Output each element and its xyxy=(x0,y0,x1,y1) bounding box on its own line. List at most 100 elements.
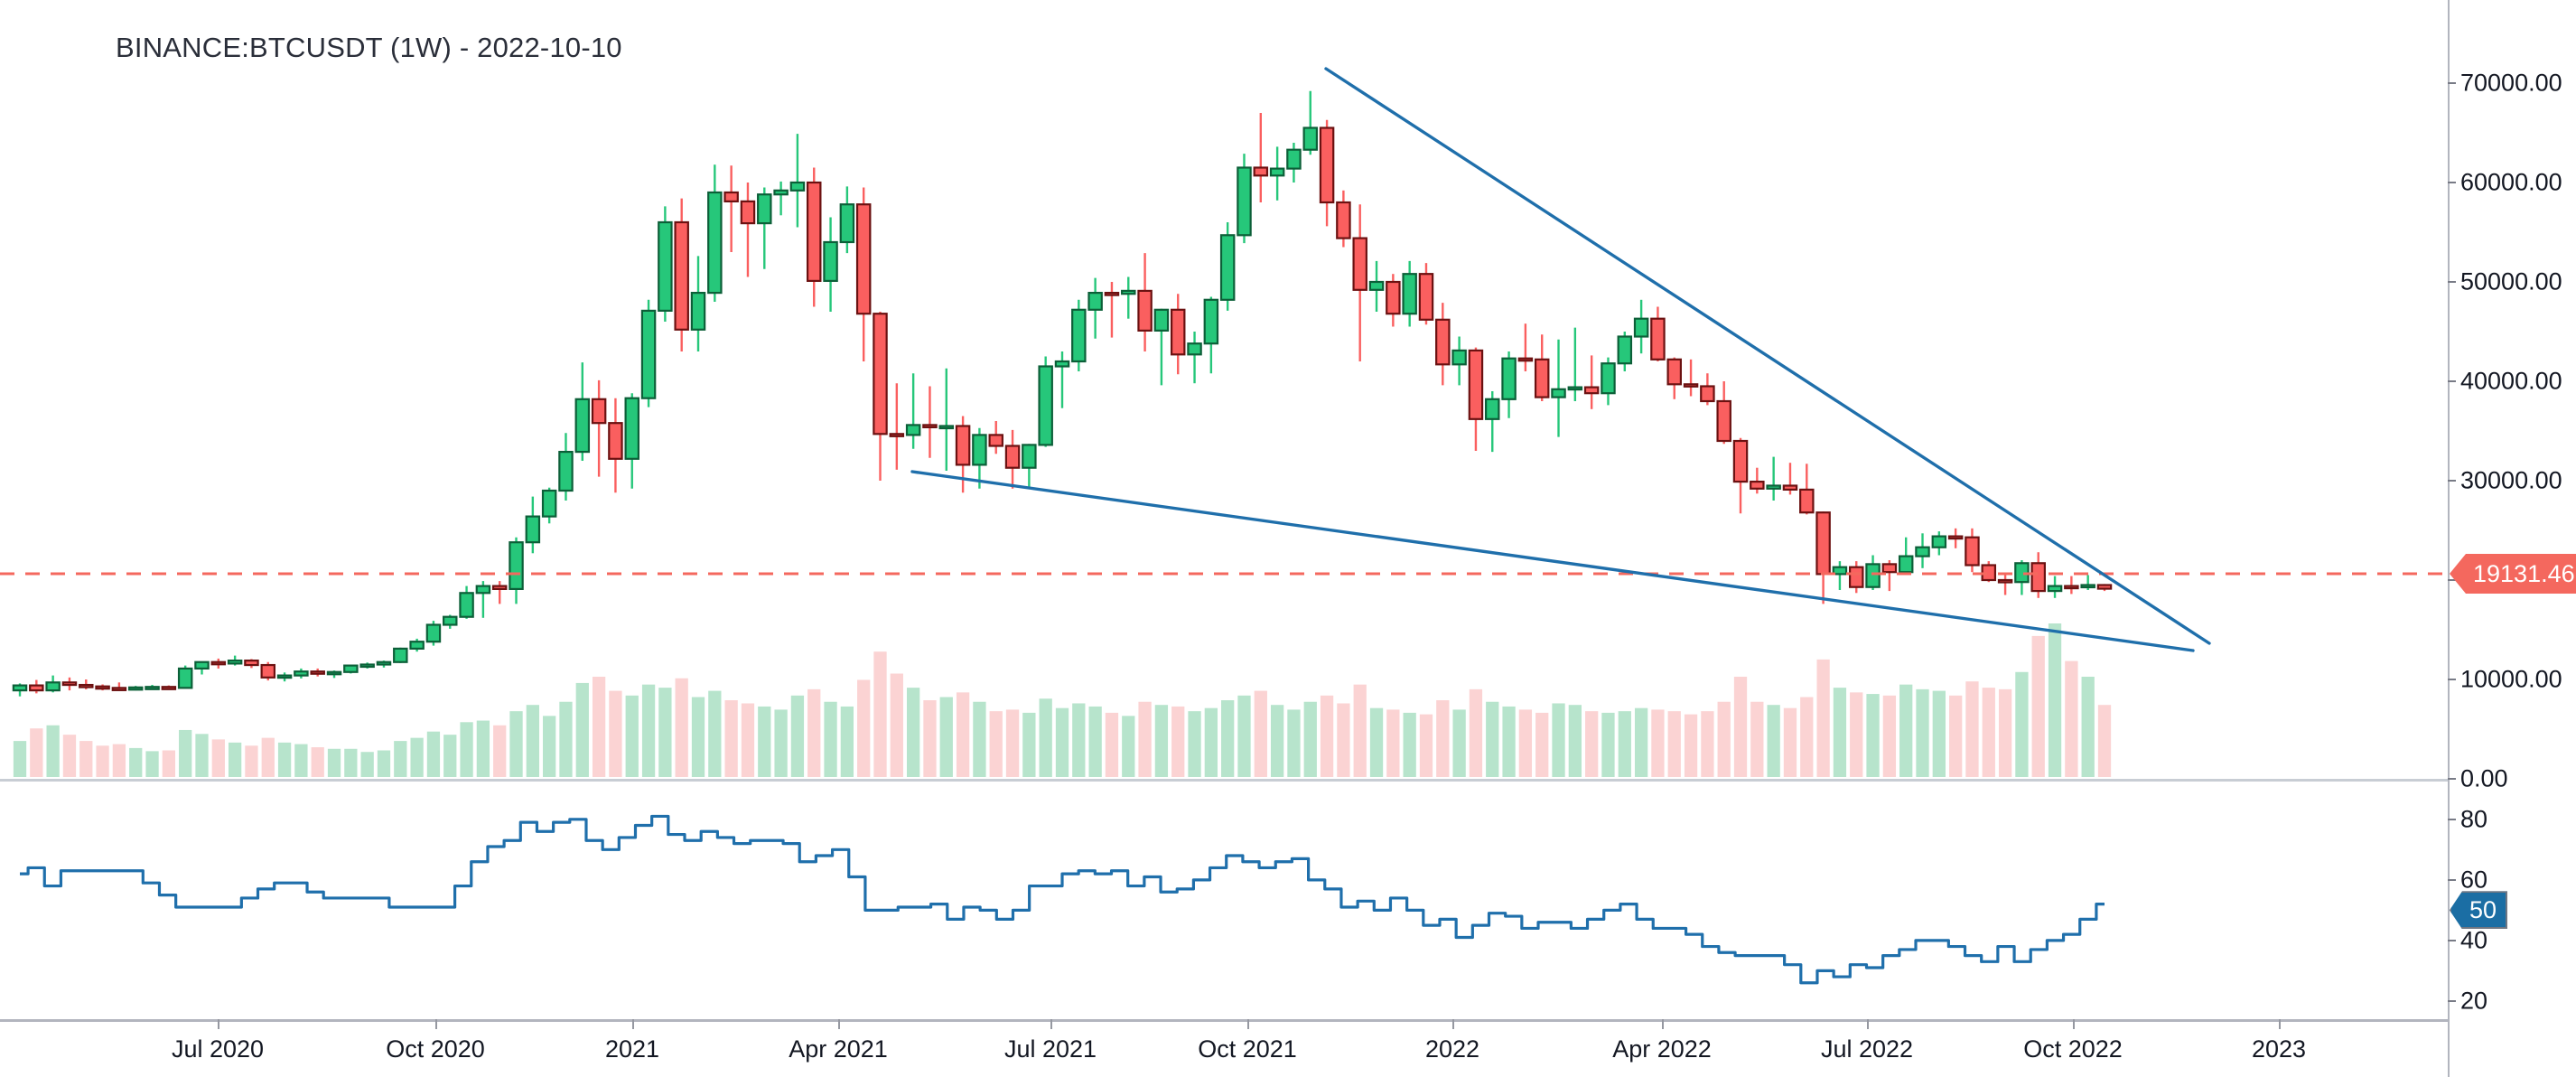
volume-bar xyxy=(1039,698,1052,777)
candle-body xyxy=(1121,289,1136,295)
price-axis-tick xyxy=(2448,281,2456,283)
volume-bar xyxy=(807,688,821,777)
candle-body xyxy=(12,684,28,692)
volume-bar xyxy=(923,700,937,777)
candle-body xyxy=(658,220,673,313)
volume-bar xyxy=(1022,712,1036,777)
price-axis-label: 10000.00 xyxy=(2460,665,2562,693)
volume-bar xyxy=(575,682,589,777)
volume-bar xyxy=(675,678,688,777)
rsi-value-badge[interactable]: 50 xyxy=(2450,891,2508,930)
volume-bar xyxy=(641,684,656,777)
volume-bar xyxy=(1436,700,1450,777)
candle-body xyxy=(1815,511,1831,576)
candle-body xyxy=(789,181,806,192)
chart-plot-area[interactable] xyxy=(0,0,2448,1077)
candle-body xyxy=(1517,357,1534,362)
volume-bar xyxy=(1005,709,1020,777)
candle-body xyxy=(343,664,359,673)
volume-bar xyxy=(1138,701,1152,777)
trendline-drawings[interactable] xyxy=(910,67,2211,652)
volume-bar xyxy=(989,711,1003,777)
volume-bar xyxy=(1452,709,1466,777)
candle-body xyxy=(1137,289,1153,332)
panel-separator xyxy=(0,779,2448,782)
candle-body xyxy=(1253,166,1269,177)
time-axis-tick xyxy=(838,1019,840,1029)
candle-body xyxy=(1650,317,1666,361)
time-axis-tick xyxy=(2073,1019,2075,1029)
candle-body xyxy=(95,685,110,690)
volume-bar xyxy=(1816,659,1830,777)
candle-body xyxy=(1551,388,1566,398)
price-axis-tick xyxy=(2448,380,2456,382)
rsi-axis-tick xyxy=(2448,878,2456,881)
volume-bar xyxy=(1701,711,1714,777)
volume-bar xyxy=(493,725,507,777)
candle-body xyxy=(757,193,772,225)
rsi-axis-label: 20 xyxy=(2460,987,2488,1015)
volume-bar xyxy=(30,728,43,777)
candle-body xyxy=(425,623,442,643)
candle-body xyxy=(541,489,557,518)
volume-bar xyxy=(973,701,986,777)
candle-body xyxy=(608,422,623,460)
time-axis-label: Oct 2021 xyxy=(1198,1035,1297,1063)
volume-bar xyxy=(443,735,457,777)
volume-bar xyxy=(1270,705,1284,777)
time-axis[interactable] xyxy=(0,1019,2448,1022)
candle-body xyxy=(111,687,127,691)
volume-bar xyxy=(79,741,93,777)
price-axis-label: 60000.00 xyxy=(2460,168,2562,196)
candle-body xyxy=(1203,298,1219,345)
volume-bar xyxy=(1585,711,1599,777)
time-axis-label: Jul 2021 xyxy=(1003,1035,1097,1063)
volume-bar xyxy=(1055,707,1069,777)
candle-body xyxy=(2080,584,2095,589)
candle-body xyxy=(127,686,144,691)
candle-body xyxy=(1617,335,1633,365)
candle-body xyxy=(29,684,44,692)
volume-bar xyxy=(1386,709,1400,777)
candle-body xyxy=(1666,358,1682,386)
volume-bar xyxy=(609,690,622,777)
candle-body xyxy=(1865,563,1881,588)
chart-canvas[interactable] xyxy=(0,0,2448,1077)
last-price-badge[interactable]: 19131.46 xyxy=(2450,554,2576,594)
candle-body xyxy=(690,292,706,331)
candle-body xyxy=(1451,349,1467,366)
volume-bar xyxy=(426,731,441,777)
descending-resistance[interactable] xyxy=(1324,67,2211,645)
candle-body xyxy=(1583,386,1600,395)
volume-bar xyxy=(344,748,358,777)
volume-bar xyxy=(741,703,755,777)
candle-body xyxy=(1170,308,1186,356)
volume-bar xyxy=(658,688,672,777)
candle-body xyxy=(1402,273,1417,315)
time-axis-label: 2021 xyxy=(604,1035,660,1063)
volume-bar xyxy=(311,747,324,777)
volume-bar xyxy=(1651,709,1665,777)
rsi-axis-tick xyxy=(2448,999,2456,1002)
candle-body xyxy=(1485,398,1500,420)
price-axis[interactable]: 70000.00 60000.00 50000.00 40000.00 30000.00… xyxy=(2448,0,2576,1077)
volume-bar xyxy=(1221,700,1235,777)
volume-bar xyxy=(195,734,209,777)
candle-body xyxy=(938,425,955,430)
rsi-axis-tick xyxy=(2448,939,2456,941)
ascending-support[interactable] xyxy=(910,470,2195,652)
candle-body xyxy=(61,681,78,687)
candle-body xyxy=(376,660,392,666)
volume-bar xyxy=(1717,701,1731,777)
volume-bar xyxy=(1965,681,1979,777)
volume-bar xyxy=(1287,709,1301,777)
volume-bar xyxy=(179,729,192,777)
price-axis-label: 50000.00 xyxy=(2460,267,2562,295)
volume-bar xyxy=(1154,705,1169,777)
price-axis-label: 70000.00 xyxy=(2460,69,2562,97)
volume-bar xyxy=(1353,684,1367,777)
volume-bar xyxy=(476,720,490,777)
volume-bar xyxy=(1833,688,1847,777)
volume-bar xyxy=(1486,701,1499,777)
candle-body xyxy=(79,683,94,688)
